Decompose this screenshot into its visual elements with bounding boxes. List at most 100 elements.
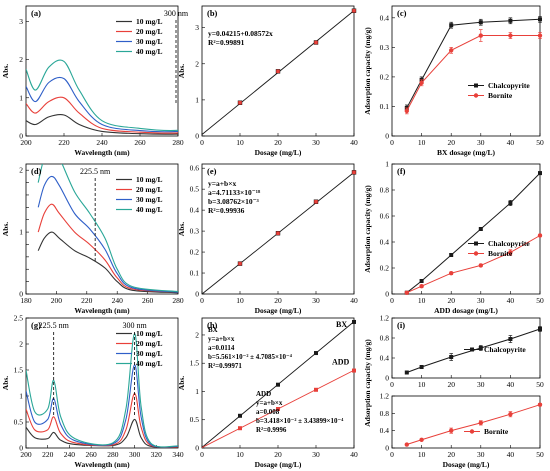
data-point	[419, 365, 424, 369]
x-axis-label: ADD dosage (mg/L)	[434, 306, 498, 315]
series-line	[37, 231, 178, 294]
y-tick-label: 1	[195, 387, 199, 396]
legend-label: 40 mg/L	[136, 359, 162, 368]
y-tick-label: 1.2	[380, 314, 390, 323]
plot-frame	[391, 5, 541, 137]
x-tick-label: 40	[350, 450, 358, 459]
x-axis-label: Wavelength (nm)	[74, 460, 130, 469]
data-point	[419, 284, 424, 289]
series-line	[406, 235, 541, 294]
x-tick-label: 10	[236, 450, 244, 459]
x-tick-label: 30	[312, 138, 320, 147]
x-tick-label: 20	[447, 138, 455, 147]
legend-label: 40 mg/L	[136, 205, 162, 214]
panel-label: (a)	[31, 8, 41, 18]
x-axis-label: Dosage (mg/L)	[255, 148, 302, 157]
data-point	[449, 355, 454, 359]
y-tick-label: 1	[19, 93, 23, 102]
data-point	[314, 351, 318, 356]
x-tick-label: 40	[350, 296, 358, 305]
x-axis-label: Wavelength (nm)	[74, 306, 130, 315]
series-line	[406, 328, 541, 373]
fit-annotation: b=5.561×10⁻² ± 4.7085×10⁻⁴	[208, 353, 293, 361]
y-tick-label: 1.2	[380, 392, 390, 401]
y-tick-label: 1	[19, 392, 23, 401]
y-tick-label: 0	[385, 374, 389, 383]
y-tick-label: 0.6	[190, 164, 200, 173]
x-tick-label: 10	[418, 450, 426, 459]
data-point	[449, 48, 454, 53]
y-tick-label: 0.4	[380, 426, 390, 435]
series-group	[26, 333, 178, 448]
data-point	[508, 18, 513, 23]
x-axis-label: Wavelength (nm)	[74, 148, 130, 157]
series-line	[37, 175, 178, 293]
x-tick-label: 200	[20, 450, 32, 459]
y-tick-label: 0.8	[380, 186, 390, 195]
data-point	[352, 368, 356, 373]
y-tick-label: 1	[195, 95, 199, 104]
fit-annotation: y=a+b×x	[208, 179, 236, 188]
panel-6: 200 220 240 260 280 300 320 340 0 0.5 1 1.5 2 2.5 Wave…	[1, 314, 184, 470]
y-tick-label: 1.5	[14, 366, 24, 375]
y-tick-label: 0.4	[380, 238, 390, 247]
y-tick-label: 0.5	[14, 418, 24, 427]
series-group	[37, 164, 178, 294]
plot-frame	[391, 163, 541, 295]
x-tick-label: 40	[507, 138, 515, 147]
x-tick-label: 20	[274, 450, 282, 459]
x-tick-label: 0	[200, 138, 204, 147]
legend-label: 30 mg/L	[136, 349, 162, 358]
data-point	[473, 93, 479, 98]
data-point	[351, 8, 357, 13]
peak-label: 300 nm	[122, 321, 147, 330]
x-tick-label: 30	[312, 450, 320, 459]
series-end-label: BX	[336, 320, 347, 329]
x-tick-label: 40	[507, 450, 515, 459]
x-tick-label: 20	[274, 296, 282, 305]
x-tick-label: 260	[142, 296, 154, 305]
x-tick-label: 50	[536, 450, 544, 459]
fit-annotation: b=3.418×10⁻² ± 3.43899×10⁻⁴	[256, 417, 344, 425]
legend-label: 30 mg/L	[136, 37, 162, 46]
y-axis-label: Abs.	[1, 64, 10, 79]
plot-frame	[391, 317, 541, 379]
y-tick-label: 2	[19, 55, 23, 64]
legend-label: 10 mg/L	[136, 17, 162, 26]
x-tick-label: 40	[350, 138, 358, 147]
panel-4: 0 10 20 30 40 0 0.1 0.2 0.3 0.4 0.5 0.6 Dosage (mg/L…	[177, 163, 358, 315]
legend-label: 20 mg/L	[136, 339, 162, 348]
series-line	[26, 76, 178, 133]
y-tick-label: 2	[195, 59, 199, 68]
x-tick-label: 0	[390, 380, 394, 389]
x-tick-label: 240	[96, 138, 108, 147]
fit-annotation: R²=0.99971	[208, 362, 242, 370]
y-axis-label: Abs.	[177, 64, 186, 79]
y-tick-label: 0.4	[380, 354, 390, 363]
panel-label: (i)	[397, 320, 405, 330]
x-tick-label: 20	[447, 380, 455, 389]
legend-label: Chalcopyrite	[484, 345, 526, 354]
y-tick-label: 0.1	[190, 269, 200, 278]
data-point	[313, 199, 319, 204]
x-tick-label: 30	[312, 296, 320, 305]
y-tick-label: 0	[195, 290, 199, 299]
x-tick-label: 260	[86, 450, 98, 459]
x-tick-label: 220	[42, 450, 54, 459]
peak-label: 300 nm	[164, 9, 189, 18]
legend-label: 20 mg/L	[136, 185, 162, 194]
data-point	[275, 69, 281, 74]
y-tick-label: 0	[19, 290, 23, 299]
y-tick-label: 0.2	[380, 264, 390, 273]
fit-annotation: R²=0.99891	[208, 38, 245, 47]
y-tick-label: 0.8	[380, 334, 390, 343]
data-point	[419, 437, 424, 442]
data-point	[352, 319, 356, 324]
data-point	[404, 108, 409, 114]
fit-annotation: a=0.008	[256, 408, 280, 416]
data-point	[478, 227, 483, 231]
legend-label: 20 mg/L	[136, 27, 162, 36]
y-axis-label: Adsorption capacity (mg/g)	[363, 27, 372, 115]
data-point	[469, 429, 475, 434]
x-tick-label: 200	[51, 296, 63, 305]
